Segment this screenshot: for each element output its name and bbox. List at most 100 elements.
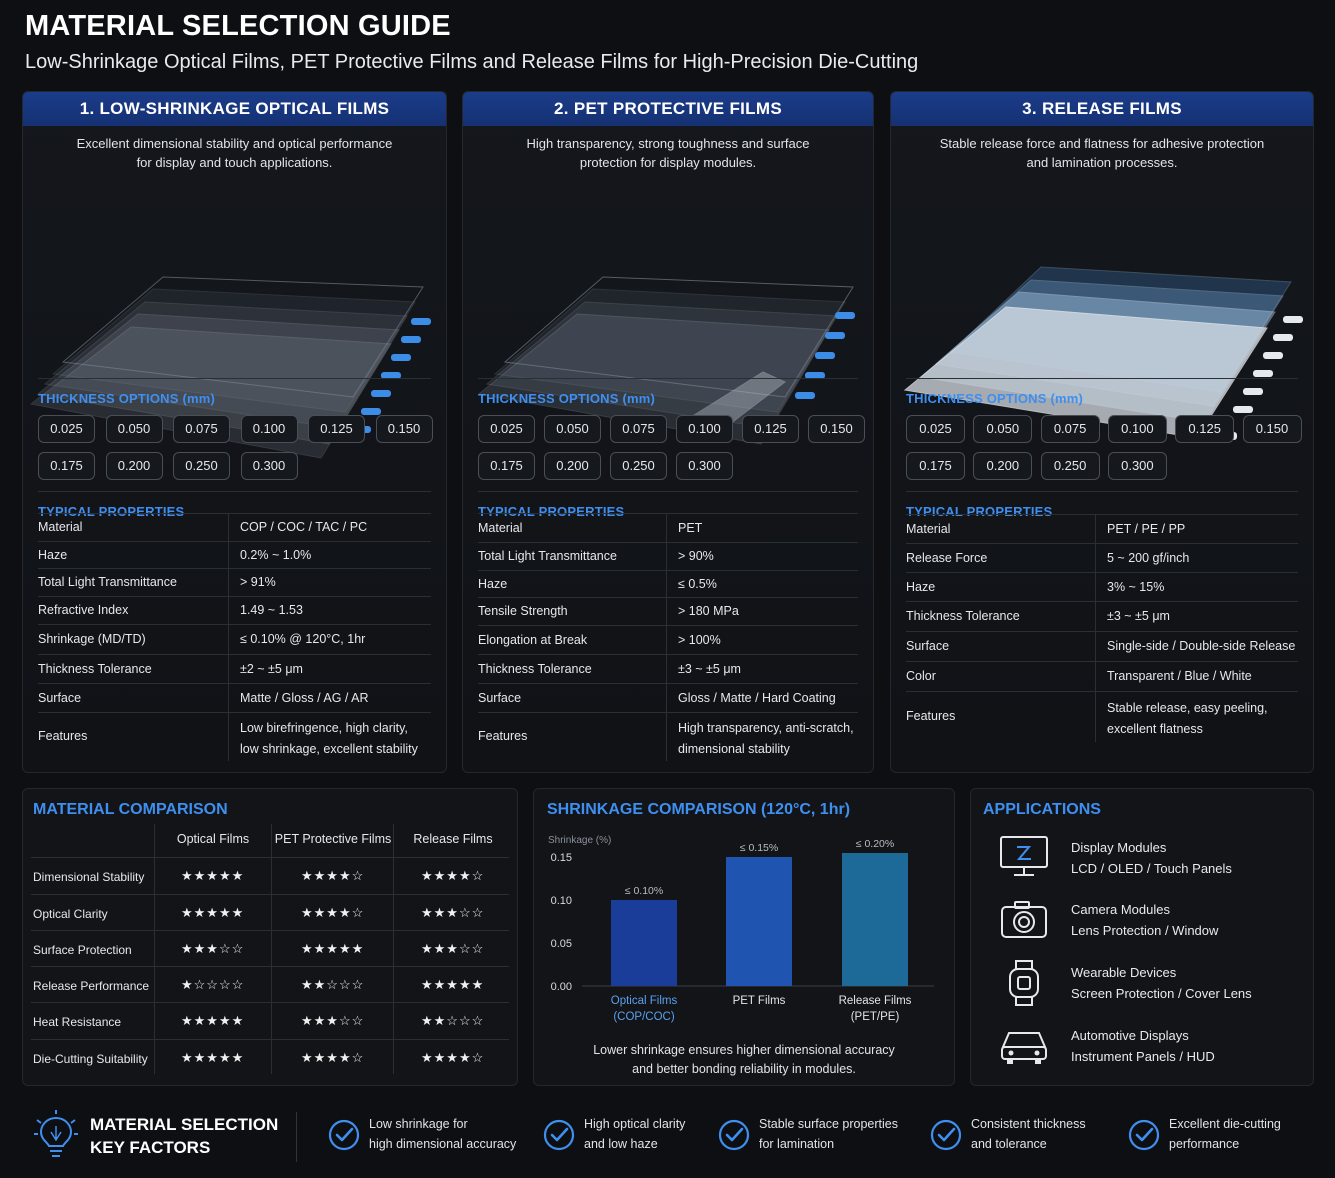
property-value: Gloss / Matte / Hard Coating xyxy=(678,690,836,705)
property-name: Haze xyxy=(906,579,936,594)
comparison-row: Release Performance ★☆☆☆☆ ★★☆☆☆ ★★★★★ xyxy=(31,966,509,1003)
properties-label: TYPICAL PROPERTIES xyxy=(38,504,185,519)
property-value-line: dimensional stability xyxy=(678,742,790,756)
footer-title-line: KEY FACTORS xyxy=(90,1138,211,1157)
desc-line: protection for display modules. xyxy=(579,155,757,170)
thickness-chip[interactable]: 0.300 xyxy=(240,452,298,480)
thickness-chip[interactable]: 0.100 xyxy=(676,415,733,443)
star-rating: ★★★★★ xyxy=(421,977,485,992)
property-row: Release Force 5 ~ 200 gf/inch xyxy=(906,543,1298,573)
property-value: COP / COC / TAC / PC xyxy=(240,520,368,534)
property-value-line: low shrinkage, excellent stability xyxy=(240,742,418,756)
property-value-line: excellent flatness xyxy=(1107,722,1203,736)
property-row: Refractive Index 1.49 ~ 1.53 xyxy=(38,596,431,625)
key-factor-text: Stable surface properties for lamination xyxy=(759,1114,898,1154)
thickness-chip[interactable]: 0.075 xyxy=(173,415,230,443)
thickness-chip[interactable]: 0.025 xyxy=(906,415,965,443)
star-rating: ★★★★☆ xyxy=(301,1050,365,1065)
chart-title: SHRINKAGE COMPARISON (120°C, 1hr) xyxy=(547,801,851,818)
property-name: Surface xyxy=(38,690,82,705)
thickness-chip[interactable]: 0.250 xyxy=(610,452,667,480)
thickness-label: THICKNESS OPTIONS (mm) xyxy=(38,391,216,406)
key-factor-line: performance xyxy=(1169,1137,1240,1151)
thickness-chip[interactable]: 0.200 xyxy=(105,452,163,480)
star-rating: ★★☆☆☆ xyxy=(421,1013,485,1028)
property-value: > 90% xyxy=(678,549,714,563)
property-name: Elongation at Break xyxy=(478,632,588,647)
key-factor-line: and low haze xyxy=(584,1137,658,1151)
star-rating: ★★★★☆ xyxy=(421,868,485,883)
property-row: Surface Single-side / Double-side Release xyxy=(906,631,1298,662)
app-detail: Screen Protection / Cover Lens xyxy=(1071,986,1252,1001)
property-value: PET xyxy=(678,520,703,535)
thickness-chip[interactable]: 0.075 xyxy=(610,415,667,443)
thickness-chip[interactable]: 0.025 xyxy=(478,415,535,443)
key-factor-line: Low shrinkage for xyxy=(369,1117,468,1131)
cell-divider xyxy=(666,514,667,543)
property-value: ±3 ~ ±5 μm xyxy=(1107,609,1170,623)
cell-divider xyxy=(228,514,229,542)
thickness-chip[interactable]: 0.125 xyxy=(742,415,799,443)
key-factor-text: Low shrinkage for high dimensional accura… xyxy=(369,1114,516,1154)
app-title: Display Modules xyxy=(1071,840,1167,855)
properties-label: TYPICAL PROPERTIES xyxy=(906,504,1053,519)
thickness-chip[interactable]: 0.175 xyxy=(906,452,965,480)
cell-divider xyxy=(666,713,667,761)
key-factor-line: for lamination xyxy=(759,1137,835,1151)
app-title: Camera Modules xyxy=(1071,902,1170,917)
check-circle-icon xyxy=(543,1119,575,1151)
star-rating: ★★★☆☆ xyxy=(421,905,485,920)
thickness-chip[interactable]: 0.150 xyxy=(375,415,433,443)
comparison-column-header: PET Protective Films xyxy=(274,832,392,846)
thickness-chip[interactable]: 0.125 xyxy=(1175,415,1235,443)
thickness-chip[interactable]: 0.075 xyxy=(1040,415,1100,443)
panel-title: 1. LOW-SHRINKAGE OPTICAL FILMS xyxy=(23,92,446,126)
thickness-chip[interactable]: 0.200 xyxy=(544,452,601,480)
panel-description: Excellent dimensional stability and opti… xyxy=(23,134,446,172)
material-comparison: MATERIAL COMPARISON Optical Films PET Pro… xyxy=(22,788,518,1086)
property-row: Material PET xyxy=(478,513,858,543)
key-factor-text: Consistent thickness and tolerance xyxy=(971,1114,1086,1154)
thickness-chip[interactable]: 0.050 xyxy=(544,415,601,443)
thickness-chip[interactable]: 0.150 xyxy=(1242,415,1302,443)
property-value: Single-side / Double-side Release xyxy=(1107,639,1296,653)
property-row: Material COP / COC / TAC / PC xyxy=(38,513,431,542)
property-value: 1.49 ~ 1.53 xyxy=(240,603,303,617)
thickness-chip[interactable]: 0.300 xyxy=(1107,452,1167,480)
y-tick-label: 0.00 xyxy=(551,981,572,993)
property-name: Thickness Tolerance xyxy=(38,661,152,676)
thickness-chip[interactable]: 0.175 xyxy=(38,452,95,480)
thickness-chip[interactable]: 0.125 xyxy=(308,415,365,443)
thickness-chip[interactable]: 0.250 xyxy=(173,452,230,480)
thickness-chip[interactable]: 0.250 xyxy=(1040,452,1100,480)
panel-title: 3. RELEASE FILMS xyxy=(891,92,1313,126)
thickness-chip[interactable]: 0.050 xyxy=(973,415,1033,443)
desc-line: for display and touch applications. xyxy=(136,155,333,170)
y-tick-label: 0.15 xyxy=(551,852,572,864)
thickness-chip[interactable]: 0.100 xyxy=(240,415,298,443)
thickness-chip[interactable]: 0.175 xyxy=(478,452,535,480)
thickness-chip[interactable]: 0.300 xyxy=(676,452,733,480)
property-name: Features xyxy=(38,729,88,743)
property-value-line: Low birefringence, high clarity, xyxy=(240,721,408,735)
cell-divider xyxy=(1095,602,1096,632)
property-name: Color xyxy=(906,669,936,683)
key-factor-line: High optical clarity xyxy=(584,1117,686,1131)
smartwatch-icon xyxy=(1009,960,1039,1006)
key-factor-text: High optical clarity and low haze xyxy=(584,1114,685,1154)
app-detail: Instrument Panels / HUD xyxy=(1071,1049,1215,1064)
property-value: ±2 ~ ±5 μm xyxy=(240,661,303,676)
thickness-chip[interactable]: 0.200 xyxy=(973,452,1033,480)
thickness-chip[interactable]: 0.100 xyxy=(1107,415,1167,443)
thickness-chip[interactable]: 0.050 xyxy=(105,415,163,443)
property-name: Thickness Tolerance xyxy=(478,661,592,676)
thickness-chip[interactable]: 0.025 xyxy=(38,415,95,443)
comparison-column-header: Optical Films xyxy=(176,832,250,846)
optical-films-illustration xyxy=(29,276,431,459)
app-title: Automotive Displays xyxy=(1071,1028,1189,1043)
x-tick-label: Optical Films xyxy=(611,995,678,1007)
panel-description: High transparency, strong toughness and … xyxy=(463,134,873,172)
properties-label: TYPICAL PROPERTIES xyxy=(478,504,625,519)
thickness-chip[interactable]: 0.150 xyxy=(808,415,865,443)
property-row: Features Low birefringence, high clarity,… xyxy=(38,712,431,761)
